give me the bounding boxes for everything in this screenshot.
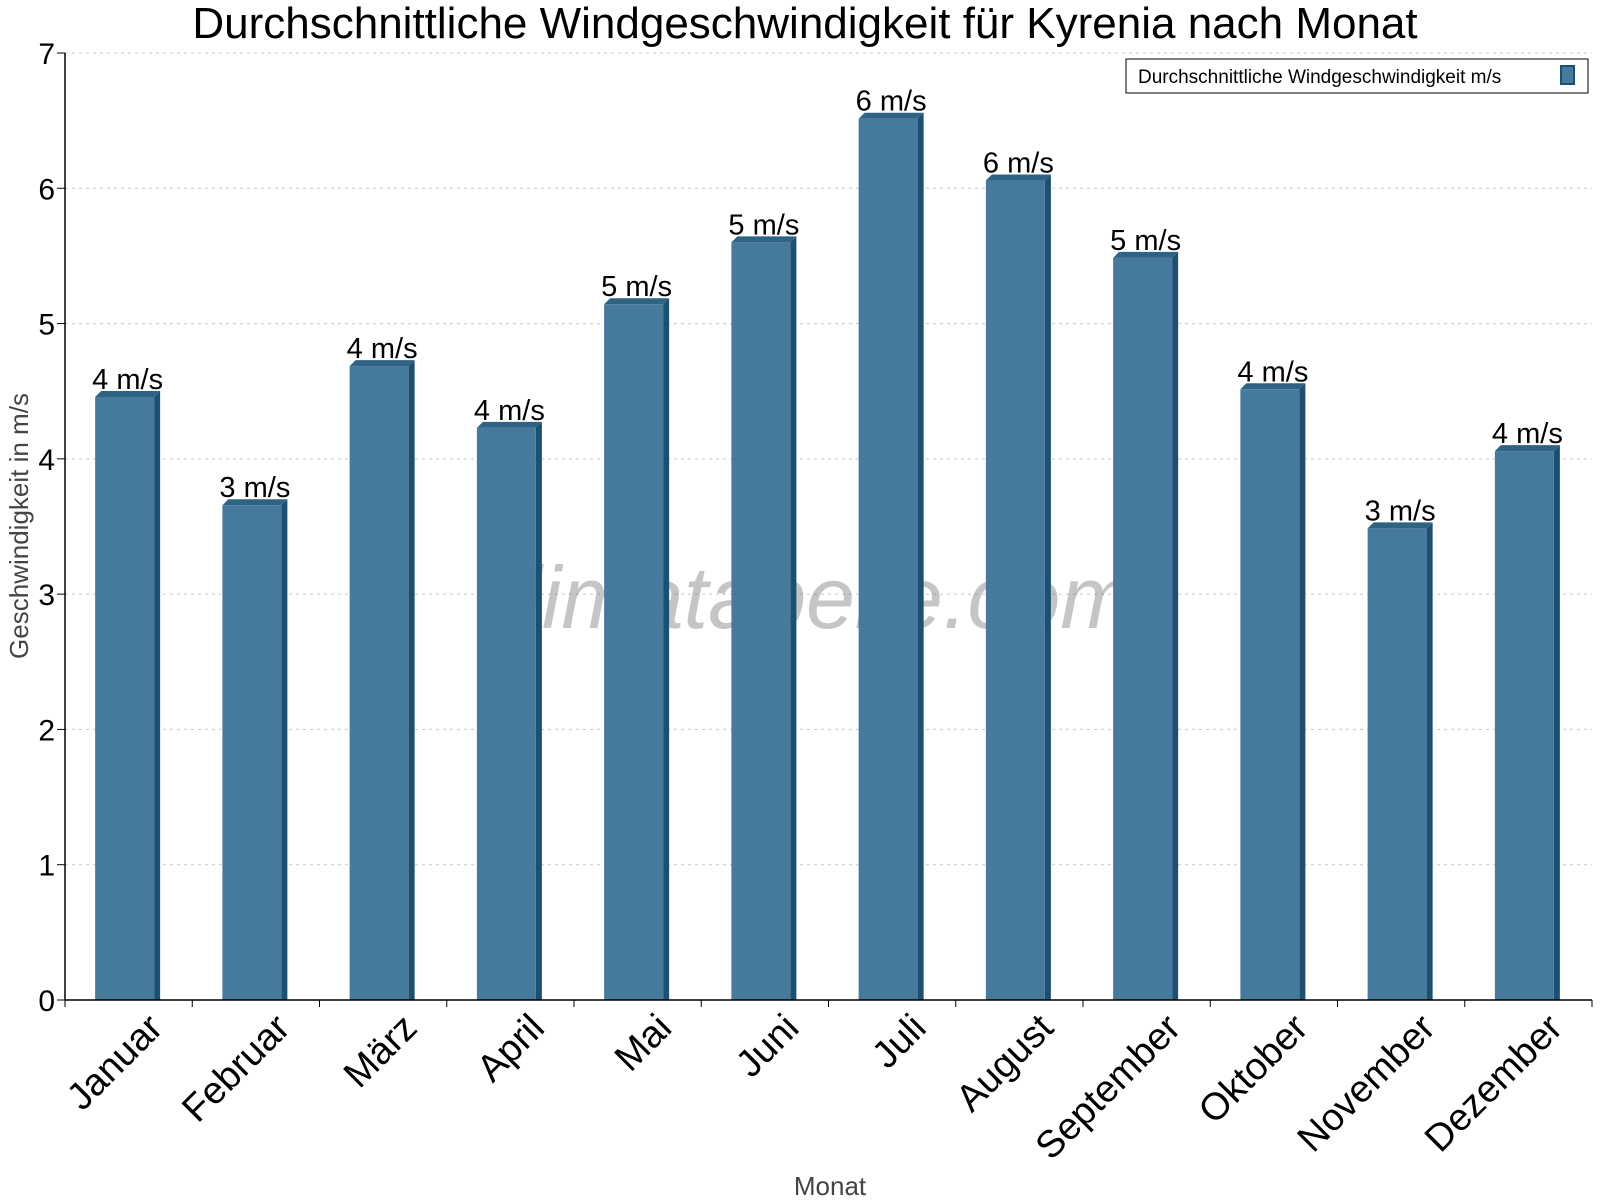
x-tick-label: Juni xyxy=(728,1007,807,1086)
y-tick-label: 6 xyxy=(38,173,55,206)
bar-juni xyxy=(731,236,797,1000)
x-tick-label: Juli xyxy=(864,1007,934,1077)
x-tick-label: Mai xyxy=(607,1007,680,1080)
x-tick-label: Januar xyxy=(59,1006,171,1118)
data-label: 5 m/s xyxy=(1110,225,1181,257)
axes xyxy=(64,53,1592,1001)
bar-side xyxy=(408,360,415,1000)
bar-märz xyxy=(349,360,415,1000)
bar-top xyxy=(858,112,924,119)
bars xyxy=(95,112,1560,1001)
x-tick-label: Oktober xyxy=(1191,1006,1317,1132)
data-label: 4 m/s xyxy=(1492,418,1563,450)
bar xyxy=(1494,451,1554,1000)
bar-januar xyxy=(95,391,161,1001)
data-label: 5 m/s xyxy=(601,271,672,303)
bar-dezember xyxy=(1494,445,1560,1000)
y-axis-ticks: 0 1 2 3 4 5 6 7 xyxy=(38,38,65,1018)
bar-top xyxy=(1367,522,1433,529)
data-label: 6 m/s xyxy=(856,86,927,118)
bar xyxy=(349,366,409,1000)
x-tick-label: März xyxy=(336,1007,425,1096)
bar-mai xyxy=(604,298,670,1001)
bar-side xyxy=(1044,174,1051,1000)
bar xyxy=(1367,528,1427,1000)
data-label: 4 m/s xyxy=(347,333,418,365)
bar-side xyxy=(154,391,161,1001)
bar xyxy=(604,304,664,1001)
bar-august xyxy=(985,174,1051,1000)
data-label: 4 m/s xyxy=(1237,356,1308,388)
bar-juli xyxy=(858,112,924,1000)
bar-side xyxy=(535,421,542,1000)
x-tick-label: November xyxy=(1290,1006,1444,1160)
chart-title: Durchschnittliche Windgeschwindigkeit fü… xyxy=(192,0,1417,48)
bar-top xyxy=(985,174,1051,181)
bar-side xyxy=(1172,251,1179,1001)
grid-lines xyxy=(65,52,1592,866)
bar-top xyxy=(604,298,670,305)
bar-september xyxy=(1113,251,1179,1001)
bar xyxy=(1113,257,1173,1001)
legend-label: Durchschnittliche Windgeschwindigkeit m/… xyxy=(1138,67,1501,88)
y-tick-label: 5 xyxy=(38,309,55,342)
x-tick-label: August xyxy=(948,1006,1062,1120)
bar xyxy=(731,242,791,1000)
x-axis-title: Monat xyxy=(794,1171,867,1200)
bar xyxy=(1240,389,1300,1001)
bar-februar xyxy=(222,499,288,1000)
x-tick-label: Februar xyxy=(174,1006,298,1130)
data-labels: 4 m/s 3 m/s 4 m/s 4 m/s 5 m/s 5 m/s 6 m/s 6 m/s… xyxy=(92,86,1563,528)
bar xyxy=(985,180,1045,1000)
bar xyxy=(222,505,282,1000)
bar-november xyxy=(1367,522,1433,1000)
data-label: 3 m/s xyxy=(219,472,290,504)
bar-top xyxy=(222,499,288,506)
y-tick-label: 7 xyxy=(38,38,55,71)
bar-side xyxy=(663,298,670,1001)
legend-swatch xyxy=(1560,65,1575,85)
bar-side xyxy=(281,499,288,1000)
y-axis-title: Geschwindigkeit in m/s xyxy=(4,393,34,659)
bar-side xyxy=(1426,522,1433,1000)
x-axis-ticks: Januar Februar März April Mai Juni Juli AugustS… xyxy=(59,1000,1593,1168)
y-tick-label: 1 xyxy=(38,850,55,883)
y-tick-label: 2 xyxy=(38,714,55,747)
data-label: 3 m/s xyxy=(1365,495,1436,527)
bar-top xyxy=(1113,251,1179,258)
bar-april xyxy=(476,421,542,1000)
bar-top xyxy=(1494,445,1560,452)
bar-top xyxy=(95,391,161,398)
data-label: 4 m/s xyxy=(474,395,545,427)
data-label: 4 m/s xyxy=(92,364,163,396)
y-tick-label: 0 xyxy=(38,985,55,1018)
bar xyxy=(858,118,918,1000)
bar xyxy=(476,427,536,1000)
bar xyxy=(95,397,155,1001)
x-tick-label: April xyxy=(469,1007,552,1090)
bar-side xyxy=(1299,383,1306,1001)
bar-side xyxy=(1553,445,1560,1000)
legend: Durchschnittliche Windgeschwindigkeit m/… xyxy=(1125,58,1589,94)
bar-top xyxy=(349,360,415,367)
data-label: 6 m/s xyxy=(983,148,1054,180)
x-tick-label: Dezember xyxy=(1417,1006,1571,1160)
legend-box xyxy=(1125,58,1589,94)
y-tick-label: 3 xyxy=(38,579,55,612)
bar-top xyxy=(1240,383,1306,390)
y-tick-label: 4 xyxy=(38,444,55,477)
bar-side xyxy=(790,236,797,1000)
bar-top xyxy=(731,236,797,243)
bar-oktober xyxy=(1240,383,1306,1001)
bar-top xyxy=(476,421,542,428)
data-label: 5 m/s xyxy=(728,209,799,241)
bar-side xyxy=(917,112,924,1000)
